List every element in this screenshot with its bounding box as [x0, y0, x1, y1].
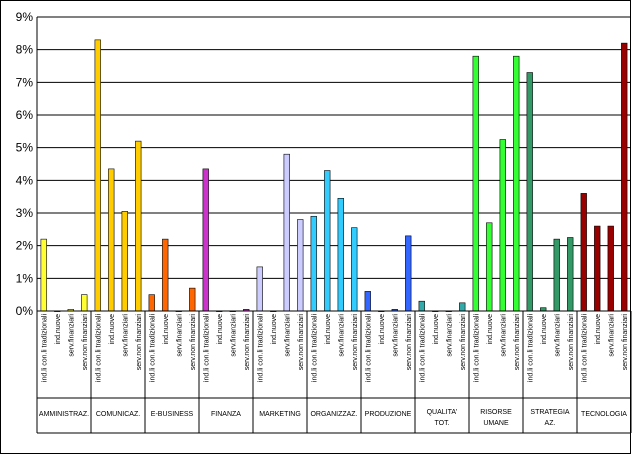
category-label: ind.nuove: [595, 314, 602, 344]
y-tick-label: 5%: [16, 141, 34, 155]
bar: [351, 227, 358, 312]
bar: [162, 238, 169, 312]
category-label: ind.nuove: [109, 314, 116, 344]
bar: [189, 287, 196, 312]
bar: [418, 300, 425, 312]
group-label: COMUNICAZ.: [96, 411, 140, 418]
category-label: serv.finanziari: [176, 314, 183, 357]
bar: [310, 215, 317, 312]
category-label: serv.non finanziari: [514, 314, 521, 371]
bar: [40, 238, 47, 312]
category-label: ind.nuove: [325, 314, 332, 344]
category-label: ind.nuove: [379, 314, 386, 344]
group-label: RISORSE UMANE: [480, 409, 512, 427]
group-label: PRODUZIONE: [365, 411, 412, 418]
bar: [553, 238, 560, 312]
bar: [121, 211, 128, 312]
bar: [324, 170, 331, 312]
category-label: serv.non finanziari: [82, 314, 89, 371]
bar: [499, 139, 506, 312]
bar: [202, 168, 209, 312]
bar: [148, 294, 155, 312]
y-tick-label: 7%: [16, 75, 34, 89]
category-label: ind.nuove: [487, 314, 494, 344]
bar: [580, 193, 587, 312]
bar: [526, 72, 533, 312]
category-label: serv.finanziari: [122, 314, 129, 357]
category-label: ind.nuove: [163, 314, 170, 344]
bar: [297, 219, 304, 312]
category-label: serv.non finanziari: [622, 314, 629, 371]
group-label: E-BUSINESS: [151, 411, 194, 418]
category-label: ind.nuove: [271, 314, 278, 344]
category-label: serv.non finanziari: [406, 314, 413, 371]
group-label: STRATEGIA AZ.: [530, 409, 569, 427]
category-label: ind.li con.li tradizionali: [149, 314, 156, 383]
bar: [486, 222, 493, 312]
category-label: ind.nuove: [541, 314, 548, 344]
category-label: serv.finanziari: [446, 314, 453, 357]
bar: [337, 198, 344, 312]
bar: [607, 225, 614, 312]
y-tick-label: 3%: [16, 206, 34, 220]
y-tick-label: 6%: [16, 108, 34, 122]
y-tick-label: 0%: [16, 304, 34, 318]
category-label: serv.non finanziari: [244, 314, 251, 371]
group-label: AMMINISTRAZ.: [39, 411, 89, 418]
bar: [513, 55, 520, 312]
category-label: ind.li con.li tradizionali: [95, 314, 102, 383]
category-label: ind.li con.li tradizionali: [41, 314, 48, 383]
category-label: ind.li con.li tradizionali: [257, 314, 264, 383]
y-tick-label: 1%: [16, 271, 34, 285]
category-label: ind.li con.li tradizionali: [419, 314, 426, 383]
category-label: serv.finanziari: [284, 314, 291, 357]
category-label: ind.li con.li tradizionali: [365, 314, 372, 383]
group-label: TECNOLOGIA: [581, 411, 627, 418]
bar: [405, 235, 412, 312]
bar: [459, 302, 466, 312]
category-label: ind.li con.li tradizionali: [473, 314, 480, 383]
bar: [135, 140, 142, 312]
category-label: serv.non finanziari: [190, 314, 197, 371]
bar: [567, 237, 574, 312]
category-label: serv.non finanziari: [568, 314, 575, 371]
y-tick-label: 8%: [16, 43, 34, 57]
bar: [621, 42, 628, 312]
category-label: ind.nuove: [433, 314, 440, 344]
category-label: serv.finanziari: [554, 314, 561, 357]
category-label: ind.li con.li tradizionali: [527, 314, 534, 383]
bar: [108, 168, 115, 312]
y-tick-label: 4%: [16, 173, 34, 187]
category-label: ind.li con.li tradizionali: [581, 314, 588, 383]
category-label: serv.finanziari: [338, 314, 345, 357]
category-label: ind.li con.li tradizionali: [203, 314, 210, 383]
bar: [364, 291, 371, 312]
bar: [472, 55, 479, 312]
y-tick-label: 2%: [16, 239, 34, 253]
category-label: serv.non finanziari: [352, 314, 359, 371]
category-label: serv.finanziari: [608, 314, 615, 357]
bar: [283, 153, 290, 312]
category-label: ind.nuove: [55, 314, 62, 344]
bar: [81, 294, 88, 312]
category-label: serv.finanziari: [392, 314, 399, 357]
category-label: ind.nuove: [217, 314, 224, 344]
category-label: serv.finanziari: [500, 314, 507, 357]
y-tick-label: 9%: [16, 10, 34, 24]
category-label: serv.finanziari: [230, 314, 237, 357]
category-label: ind.li con.li tradizionali: [311, 314, 318, 383]
bar: [594, 225, 601, 312]
group-label: QUALITA' TOT.: [427, 409, 458, 427]
group-label: FINANZA: [211, 411, 241, 418]
category-label: serv.non finanziari: [298, 314, 305, 371]
category-label: serv.non finanziari: [460, 314, 467, 371]
category-label: serv.finanziari: [68, 314, 75, 357]
bar: [256, 266, 263, 312]
bar: [94, 39, 101, 312]
group-label: MARKETING: [259, 411, 301, 418]
group-label: ORGANIZZAZ.: [310, 411, 357, 418]
category-label: serv.non finanziari: [136, 314, 143, 371]
